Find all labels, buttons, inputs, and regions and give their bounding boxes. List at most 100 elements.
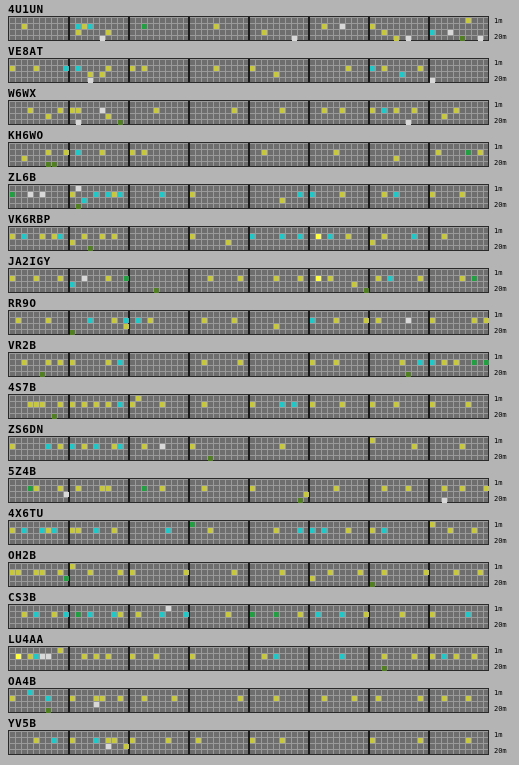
station-row: OH2B 1m 20m: [0, 546, 519, 588]
signal-spot: [334, 318, 339, 323]
signal-spot: [280, 402, 285, 407]
signal-spot: [322, 108, 327, 113]
scale-label-top: 1m: [494, 521, 503, 529]
hour-separator: [188, 269, 190, 292]
signal-spot: [76, 528, 81, 533]
scale-label-bottom: 20m: [494, 621, 507, 629]
signal-spot: [214, 24, 219, 29]
signal-spot: [106, 402, 111, 407]
signal-grid: [8, 16, 489, 41]
hour-separator: [248, 605, 250, 628]
signal-spot: [10, 276, 15, 281]
signal-spot: [298, 528, 303, 533]
signal-spot: [52, 414, 57, 419]
signal-grid: [8, 394, 489, 419]
hour-separator: [428, 647, 430, 670]
station-callsign: CS3B: [8, 591, 37, 604]
hour-separator: [428, 479, 430, 502]
signal-spot: [154, 654, 159, 659]
signal-spot: [274, 324, 279, 329]
signal-spot: [142, 486, 147, 491]
hour-separator: [248, 227, 250, 250]
signal-spot: [10, 528, 15, 533]
signal-spot: [88, 612, 93, 617]
signal-spot: [88, 246, 93, 251]
signal-spot: [112, 738, 117, 743]
hour-separator: [68, 647, 70, 670]
signal-spot: [436, 150, 441, 155]
signal-spot: [88, 72, 93, 77]
signal-spot: [376, 318, 381, 323]
signal-spot: [202, 360, 207, 365]
signal-spot: [274, 72, 279, 77]
hour-separator: [248, 59, 250, 82]
signal-spot: [70, 192, 75, 197]
signal-spot: [106, 114, 111, 119]
signal-spot: [106, 276, 111, 281]
hour-separator: [128, 689, 130, 712]
hour-separator: [428, 353, 430, 376]
signal-spot: [34, 570, 39, 575]
hour-separator: [308, 605, 310, 628]
hour-separator: [428, 731, 430, 754]
signal-spot: [76, 30, 81, 35]
signal-spot: [82, 24, 87, 29]
signal-spot: [22, 234, 27, 239]
hour-separator: [188, 689, 190, 712]
signal-spot: [160, 444, 165, 449]
station-callsign: 4U1UN: [8, 3, 44, 16]
signal-spot: [76, 24, 81, 29]
signal-spot: [130, 150, 135, 155]
hour-separator: [68, 227, 70, 250]
signal-spot: [154, 288, 159, 293]
signal-spot: [34, 738, 39, 743]
signal-spot: [160, 486, 165, 491]
signal-spot: [472, 360, 477, 365]
signal-spot: [346, 66, 351, 71]
signal-spot: [466, 18, 471, 23]
hour-separator: [128, 311, 130, 334]
signal-spot: [64, 492, 69, 497]
signal-spot: [430, 522, 435, 527]
signal-spot: [412, 654, 417, 659]
signal-spot: [394, 108, 399, 113]
signal-spot: [46, 162, 51, 167]
hour-separator: [368, 689, 370, 712]
hour-separator: [68, 17, 70, 40]
hour-separator: [308, 395, 310, 418]
hour-separator: [188, 479, 190, 502]
hour-separator: [188, 521, 190, 544]
signal-spot: [88, 24, 93, 29]
signal-spot: [142, 444, 147, 449]
signal-spot: [112, 444, 117, 449]
signal-spot: [328, 276, 333, 281]
signal-spot: [94, 402, 99, 407]
signal-spot: [430, 192, 435, 197]
signal-spot: [262, 150, 267, 155]
signal-spot: [52, 612, 57, 617]
scale-label-top: 1m: [494, 185, 503, 193]
signal-spot: [430, 402, 435, 407]
signal-spot: [52, 528, 57, 533]
signal-spot: [52, 738, 57, 743]
signal-spot: [130, 570, 135, 575]
hour-separator: [368, 185, 370, 208]
hour-separator: [308, 59, 310, 82]
station-row: 5Z4B 1m 20m: [0, 462, 519, 504]
signal-spot: [10, 444, 15, 449]
station-row: VR2B 1m 20m: [0, 336, 519, 378]
signal-spot: [160, 192, 165, 197]
signal-spot: [10, 192, 15, 197]
signal-spot: [118, 192, 123, 197]
station-callsign: 4X6TU: [8, 507, 44, 520]
hour-separator: [308, 185, 310, 208]
scale-label-bottom: 20m: [494, 243, 507, 251]
signal-spot: [394, 402, 399, 407]
signal-spot: [82, 276, 87, 281]
hour-separator: [428, 521, 430, 544]
signal-spot: [100, 486, 105, 491]
signal-spot: [250, 738, 255, 743]
signal-spot: [352, 696, 357, 701]
hour-separator: [248, 479, 250, 502]
signal-spot: [364, 288, 369, 293]
